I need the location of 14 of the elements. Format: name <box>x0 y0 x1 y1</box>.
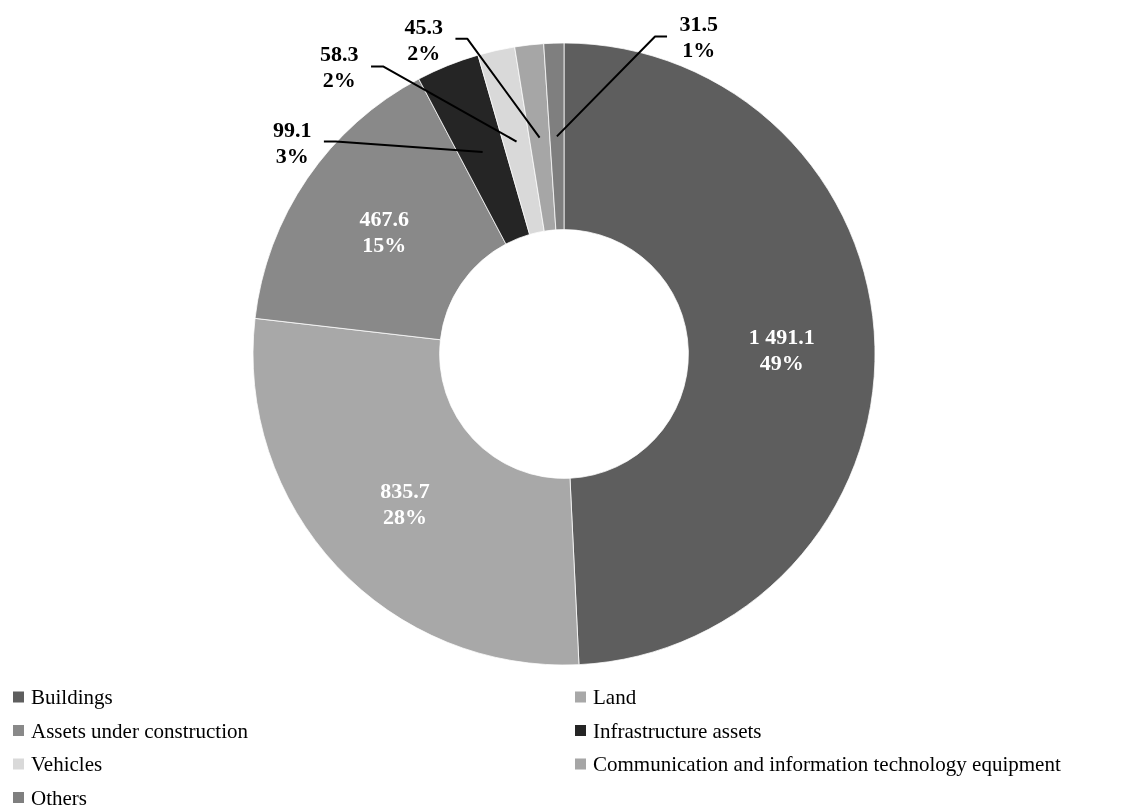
legend-label: Land <box>593 685 637 709</box>
legend-label: Others <box>31 785 87 808</box>
data-label: 31.5 1% <box>679 10 719 62</box>
legend-label: Buildings <box>31 685 113 709</box>
data-label: 467.6 15% <box>359 205 410 257</box>
legend-label: Communication and information technology equipment <box>593 752 1061 776</box>
legend-label: Vehicles <box>31 752 103 776</box>
data-label: 1 491.1 49% <box>748 323 815 375</box>
data-label: 45.3 2% <box>404 13 443 65</box>
data-label: 58.3 2% <box>320 40 359 92</box>
legend-label: Infrastructure assets <box>593 718 762 743</box>
data-label: 99.1 3% <box>272 116 312 168</box>
legend-label: Assets under construction <box>31 718 249 743</box>
data-label: 835.7 28% <box>380 477 430 529</box>
